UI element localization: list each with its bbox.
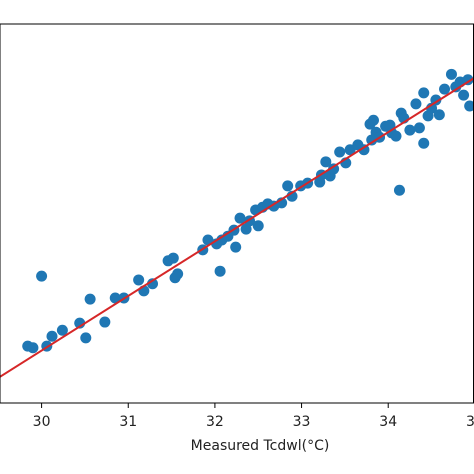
x-tick-label: 32 [206, 414, 224, 430]
point [133, 274, 145, 286]
point [393, 184, 405, 196]
x-tick-label: 33 [293, 414, 311, 430]
x-tick-label: 34 [379, 414, 397, 430]
x-tick-label: 30 [33, 414, 51, 430]
point [36, 270, 48, 282]
point [99, 316, 111, 328]
point [390, 130, 402, 142]
point [445, 68, 457, 80]
point [282, 180, 294, 192]
point [418, 87, 430, 99]
x-tick-label: 35 [466, 414, 474, 430]
point [413, 122, 425, 134]
point [328, 163, 340, 175]
point [46, 330, 58, 342]
point [464, 100, 474, 112]
point [252, 220, 264, 232]
point [230, 241, 242, 253]
point [27, 342, 39, 354]
point [240, 223, 252, 235]
fit-line [0, 77, 474, 378]
point [367, 114, 379, 126]
point [80, 332, 92, 344]
point [109, 292, 121, 304]
point [214, 265, 226, 277]
point [334, 146, 346, 158]
x-tick-label: 31 [119, 414, 137, 430]
point [404, 124, 416, 136]
point [358, 144, 370, 156]
point [147, 278, 159, 290]
point [320, 156, 332, 168]
point [56, 324, 68, 336]
point [418, 137, 430, 149]
point [172, 268, 184, 280]
point [167, 252, 179, 264]
point [84, 293, 96, 305]
point [234, 212, 246, 224]
x-axis-label: Measured Tcdwl(°C) [191, 438, 330, 454]
point [202, 234, 214, 246]
point [458, 89, 470, 101]
plot-frame [0, 23, 474, 404]
point [410, 98, 422, 110]
point [439, 83, 451, 95]
point [433, 109, 445, 121]
